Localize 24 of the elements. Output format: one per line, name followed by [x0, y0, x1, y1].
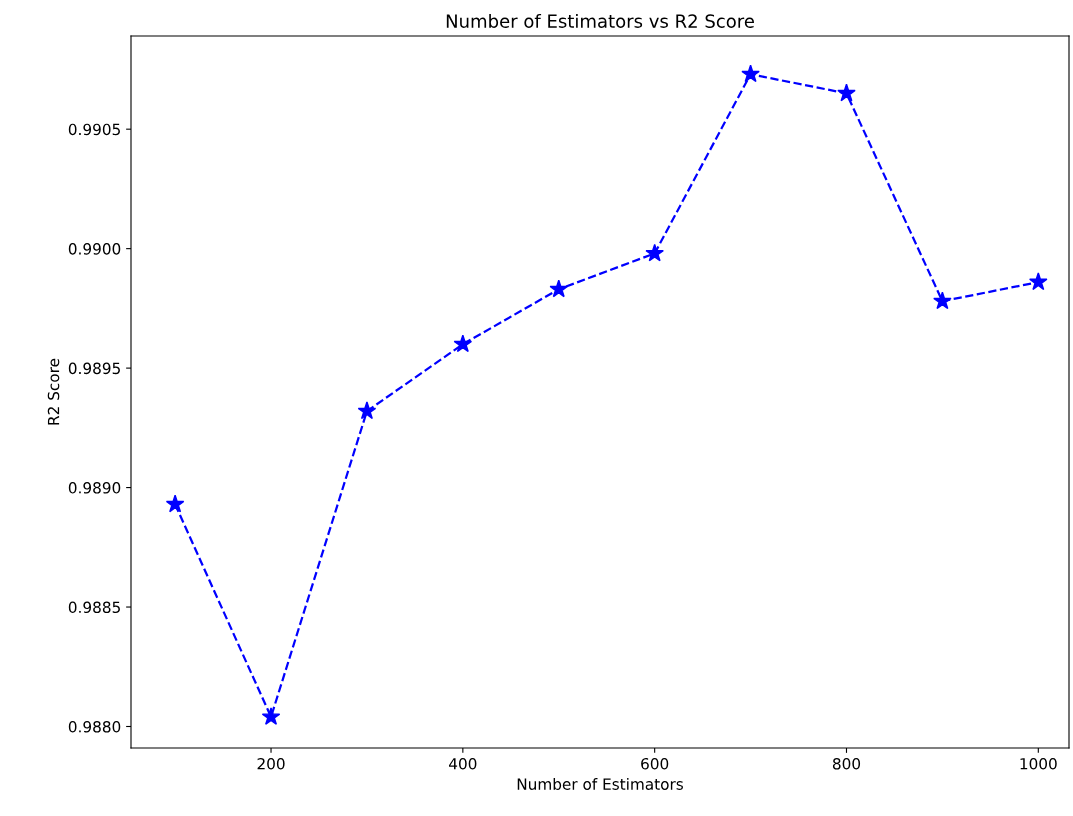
y-axis-title: R2 Score	[47, 358, 60, 425]
point	[549, 279, 569, 298]
point	[1029, 272, 1048, 291]
point	[741, 64, 760, 83]
point	[357, 401, 377, 420]
y-tick-label: 0.9900	[68, 243, 121, 255]
point	[837, 83, 856, 102]
chart-title: Number of Estimators vs R2 Score	[446, 13, 754, 28]
y-tick-label: 0.9880	[68, 720, 121, 733]
x-tick-label: 1000	[1020, 757, 1057, 770]
point	[645, 243, 664, 262]
point	[261, 707, 281, 725]
y-tick-label: 0.9905	[68, 123, 120, 136]
x-axis-title: Number of Estimators	[517, 778, 683, 790]
point	[933, 291, 952, 310]
x-tick-label: 800	[832, 757, 861, 770]
point	[453, 334, 473, 353]
x-tick-label: 400	[449, 757, 477, 770]
x-tick-label: 200	[257, 757, 285, 770]
x-tick-label: 600	[641, 757, 669, 770]
y-tick-label: 0.9890	[68, 482, 121, 494]
y-tick-label: 0.9895	[68, 362, 120, 375]
point	[165, 494, 185, 513]
y-tick-label: 0.9885	[68, 601, 120, 614]
